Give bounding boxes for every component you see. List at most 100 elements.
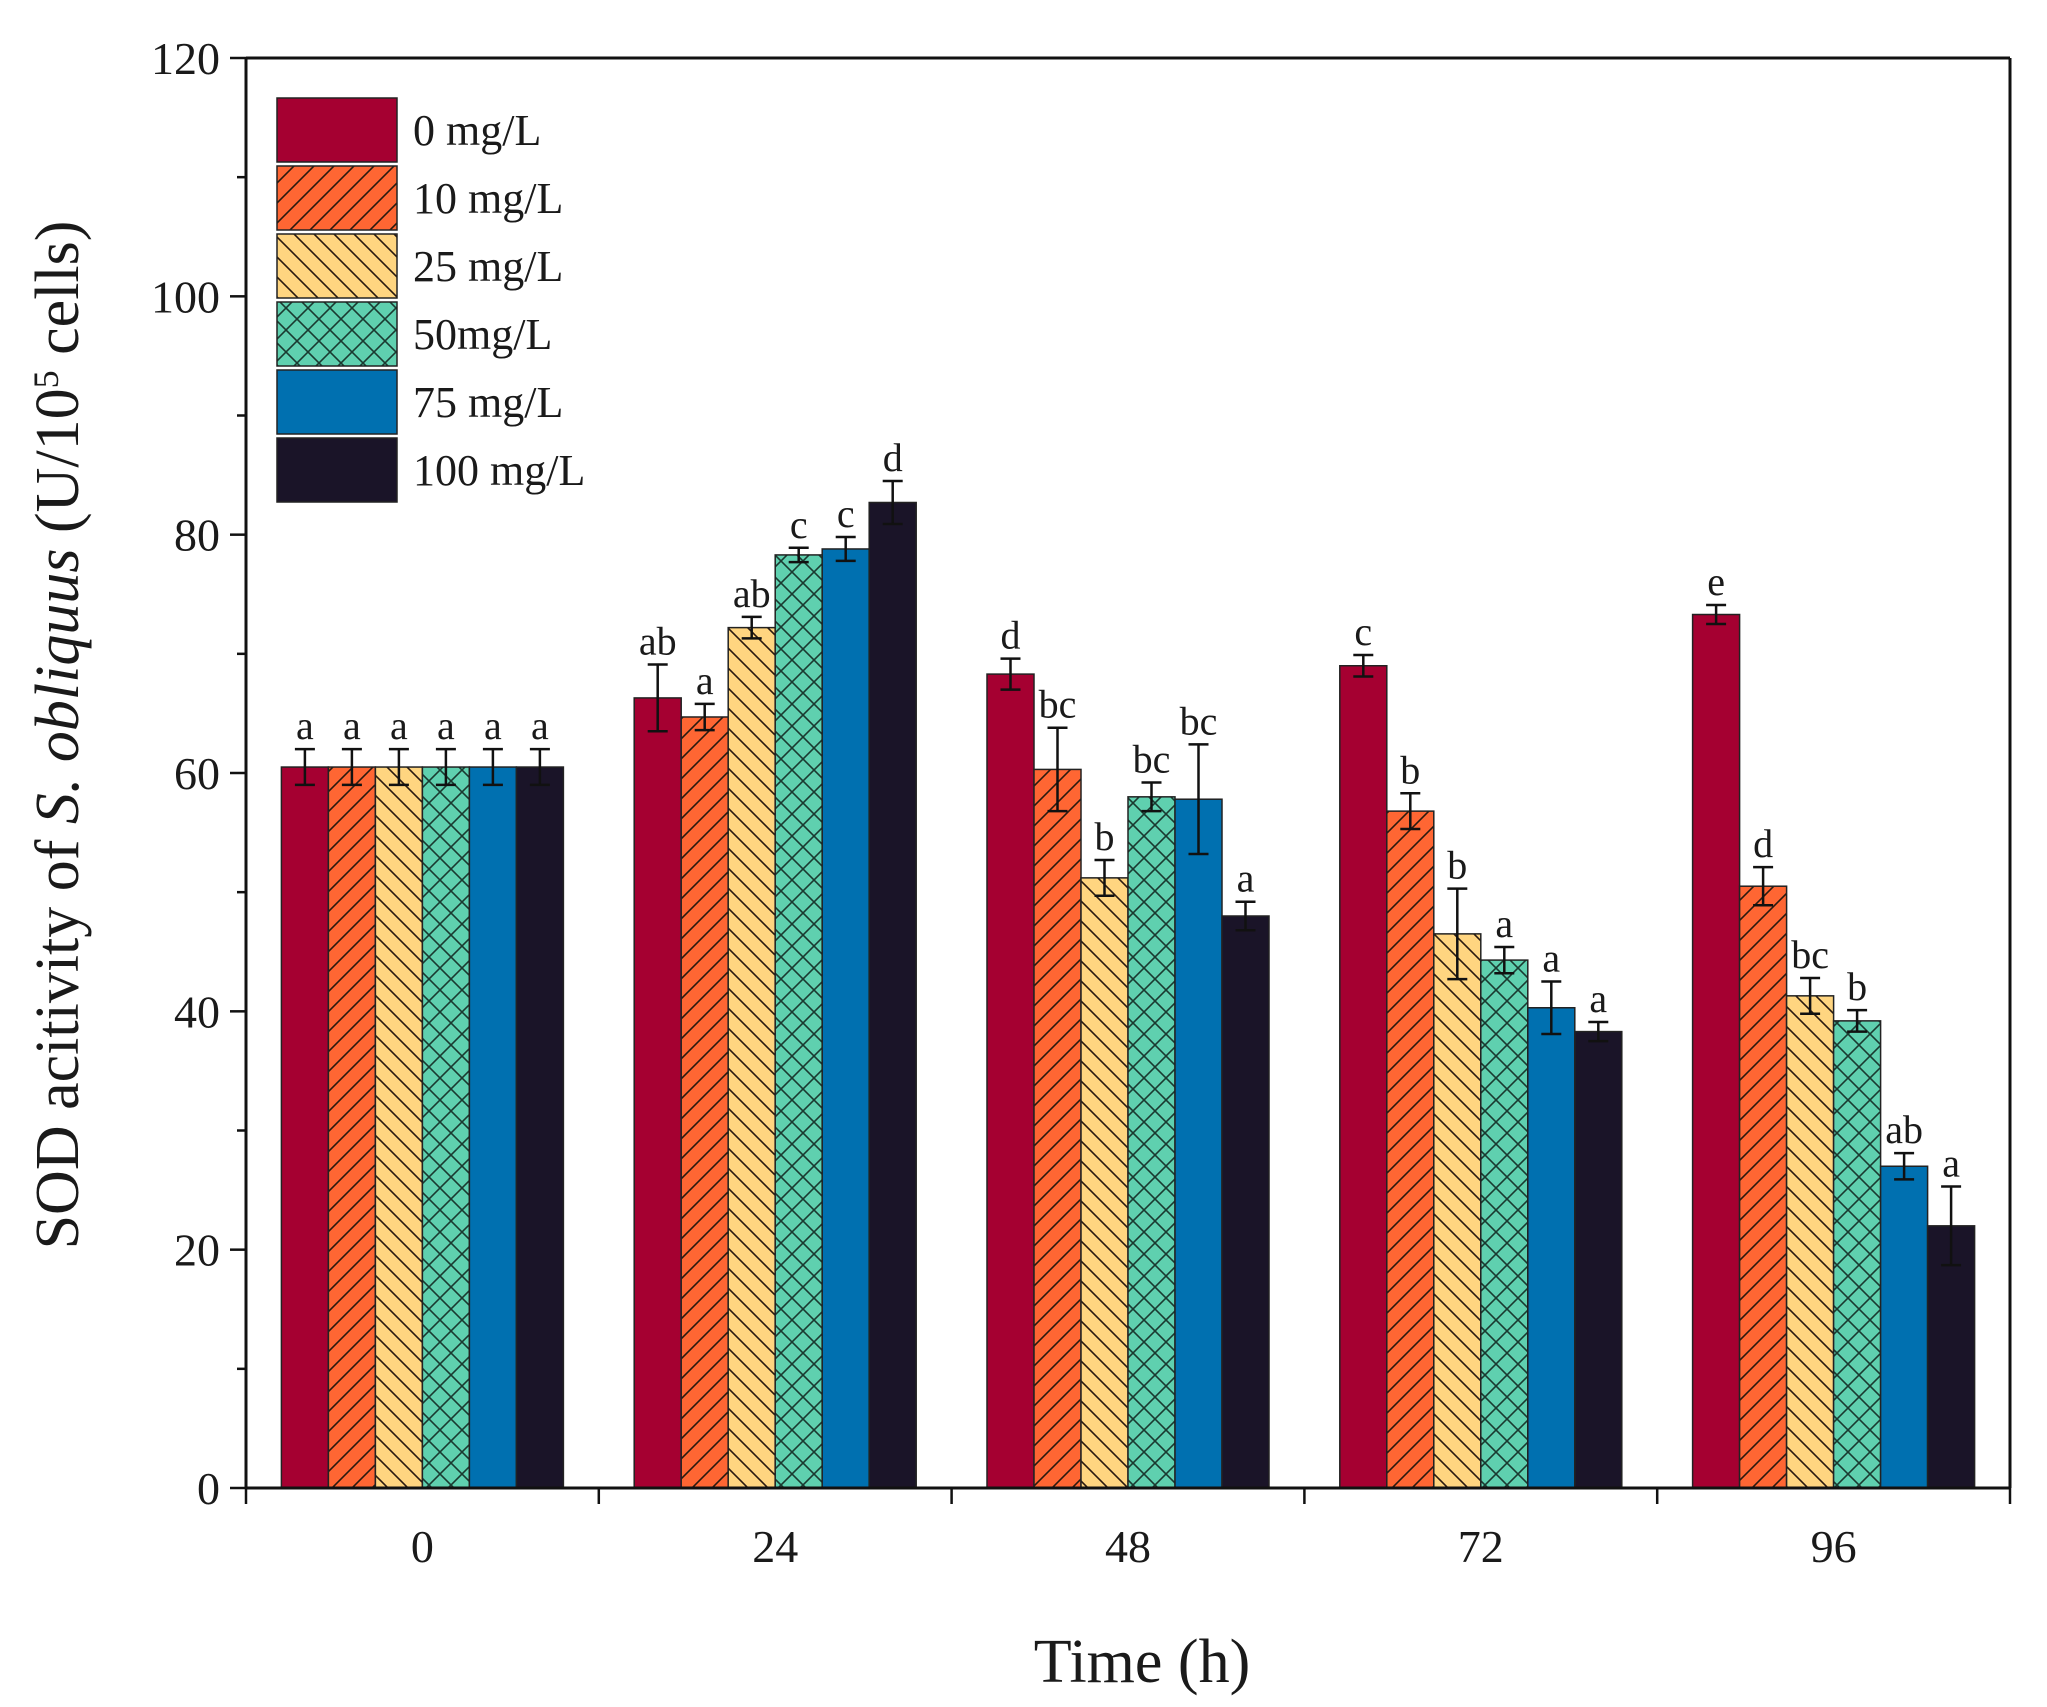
y-axis-title-species: S. obliquus: [24, 548, 92, 824]
legend-item[interactable]: 100 mg/L: [276, 437, 585, 503]
bar[interactable]: [1879, 1165, 1929, 1489]
bar-group-96: e d bcb aba: [1691, 559, 1976, 1489]
significance-letter: bc: [1791, 932, 1829, 977]
bar[interactable]: [1691, 613, 1741, 1489]
bar[interactable]: [1080, 877, 1129, 1489]
bar[interactable]: [1574, 1030, 1623, 1489]
significance-letter: a: [1942, 1141, 1960, 1186]
legend-item[interactable]: 10 mg/L: [276, 165, 563, 231]
y-tick-label: 20: [174, 1225, 220, 1276]
bar[interactable]: [374, 766, 424, 1489]
significance-letter: ab: [1885, 1107, 1923, 1152]
bar[interactable]: [680, 716, 729, 1489]
bar[interactable]: [1221, 915, 1270, 1489]
bar[interactable]: [727, 626, 776, 1489]
significance-letter: bc: [1039, 682, 1077, 727]
bar[interactable]: [1386, 810, 1435, 1489]
significance-letter: b: [1847, 964, 1867, 1009]
legend-swatch: [276, 97, 398, 163]
significance-letter: a: [696, 658, 714, 703]
legend-label: 25 mg/L: [413, 242, 563, 291]
significance-letter: a: [1237, 856, 1255, 901]
y-tick-label: 40: [174, 986, 220, 1037]
bar[interactable]: [1433, 933, 1482, 1489]
x-tick-label: 24: [752, 1521, 798, 1572]
legend-label: 100 mg/L: [413, 446, 585, 495]
significance-letter: d: [1001, 613, 1021, 658]
significance-letter: a: [1495, 901, 1513, 946]
significance-letter: e: [1707, 559, 1725, 604]
legend: 0 mg/L 10 mg/L 25 mg/L 50mg/L 75 mg/L 100 mg/…: [276, 97, 585, 503]
legend-label: 50mg/L: [413, 310, 552, 359]
significance-letter: a: [1589, 976, 1607, 1021]
significance-letter: ab: [733, 571, 771, 616]
y-axis-title: SOD acitivity of S. obliquus (U/105 cell…: [24, 221, 92, 1250]
y-axis-title-unit-start: (U/10: [24, 388, 92, 548]
bar[interactable]: [1785, 995, 1835, 1489]
significance-letter: a: [437, 703, 455, 748]
legend-label: 10 mg/L: [413, 174, 563, 223]
bar[interactable]: [1174, 798, 1223, 1489]
bar[interactable]: [421, 766, 471, 1489]
y-axis-title-unit-end: cells): [24, 221, 92, 371]
significance-letter: d: [883, 435, 903, 480]
y-tick-label: 0: [197, 1463, 220, 1514]
bar[interactable]: [1832, 1020, 1882, 1489]
x-tick-label: 48: [1105, 1521, 1151, 1572]
bar[interactable]: [468, 766, 518, 1489]
bar[interactable]: [986, 673, 1035, 1489]
bar[interactable]: [1738, 885, 1788, 1489]
significance-letter: b: [1400, 747, 1420, 792]
bar[interactable]: [774, 554, 823, 1489]
x-axis-title: Time (h): [1034, 1628, 1250, 1696]
bar[interactable]: [1339, 665, 1388, 1489]
significance-letter: ab: [639, 619, 677, 664]
y-axis-title-exponent: 5: [26, 370, 66, 388]
legend-item[interactable]: 0 mg/L: [276, 97, 541, 163]
y-tick-label: 100: [151, 271, 220, 322]
significance-letter: a: [296, 703, 314, 748]
bar[interactable]: [1033, 768, 1082, 1489]
x-tick-label: 0: [411, 1521, 434, 1572]
significance-letter: bc: [1133, 737, 1171, 782]
legend-swatch: [276, 233, 398, 299]
bar[interactable]: [868, 501, 917, 1489]
significance-letter: a: [531, 703, 549, 748]
bar[interactable]: [280, 766, 330, 1489]
bar[interactable]: [633, 697, 682, 1489]
legend-swatch: [276, 437, 398, 503]
bar[interactable]: [1527, 1007, 1576, 1489]
significance-letter: b: [1095, 814, 1115, 859]
significance-letter: b: [1447, 843, 1467, 888]
bar[interactable]: [821, 548, 870, 1489]
bar[interactable]: [1127, 796, 1176, 1489]
significance-letter: d: [1753, 821, 1773, 866]
legend-item[interactable]: 50mg/L: [276, 301, 552, 367]
y-tick-label: 120: [151, 33, 220, 84]
legend-item[interactable]: 25 mg/L: [276, 233, 563, 299]
y-axis-title-prefix: SOD acitivity of: [24, 824, 92, 1249]
bar[interactable]: [515, 766, 565, 1489]
y-tick-label: 60: [174, 748, 220, 799]
x-tick-label: 72: [1458, 1521, 1504, 1572]
legend-item[interactable]: 75 mg/L: [276, 369, 563, 435]
significance-letter: c: [790, 502, 808, 547]
significance-letter: a: [343, 703, 361, 748]
bar[interactable]: [327, 766, 377, 1489]
legend-swatch: [276, 301, 398, 367]
significance-letter: bc: [1180, 698, 1218, 743]
y-tick-label: 80: [174, 510, 220, 561]
bar[interactable]: [1480, 959, 1529, 1489]
axes-layer: 0 20 40 60 80 100 120 0 24 48 72 96: [151, 33, 2012, 1572]
significance-letter: a: [1542, 936, 1560, 981]
significance-letter: c: [837, 491, 855, 536]
significance-letter: a: [484, 703, 502, 748]
significance-letter: a: [390, 703, 408, 748]
